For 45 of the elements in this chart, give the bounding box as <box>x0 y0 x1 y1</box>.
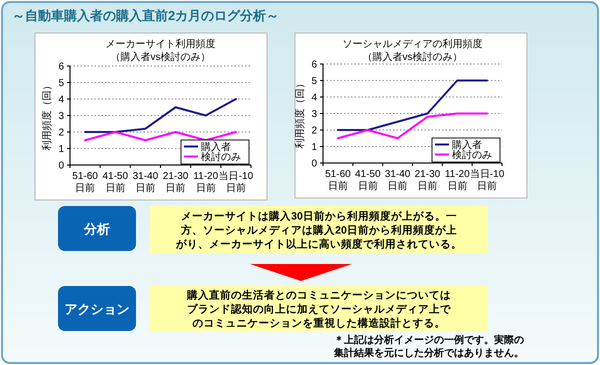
y-tick-label: 1 <box>58 144 64 155</box>
x-tick-label: 31-40 日前 <box>132 171 159 194</box>
y-tick-label: 5 <box>311 76 318 87</box>
text: メーカーサイトは購入30日前から利用頻度が上がる。一方、ソーシャルメディアは購入20日前から利用頻度が上がり、メーカーサイト以上に高い頻度で利用されている。 <box>175 210 462 250</box>
legend-label: 購入者 <box>201 141 231 153</box>
y-axis-title: 利用頻度（回） <box>41 80 53 150</box>
x-tick-label: 51-60 日前 <box>72 171 98 194</box>
y-tick-label: 2 <box>311 126 318 136</box>
y-tick-label: 4 <box>58 94 64 106</box>
chart-subtitle: （購入者vs検討のみ） <box>362 51 462 63</box>
legend-label: 検討のみ <box>452 149 492 161</box>
x-tick-label: 当日-10 日前 <box>218 170 254 194</box>
x-tick-label: 当日-10 日前 <box>470 168 505 192</box>
text: ＊上記は分析イメージの一例です。実際の集計結果を元にした分析ではありません。 <box>333 334 524 359</box>
y-tick-label: 2 <box>58 128 64 138</box>
legend-label: 検討のみ <box>201 151 241 163</box>
x-tick-label: 31-40 日前 <box>384 169 411 192</box>
text: アクション <box>64 302 130 316</box>
line-series <box>84 98 237 133</box>
y-tick-label: 1 <box>311 142 318 153</box>
line-series <box>336 80 488 131</box>
text: 購入直前の生活者とのコミュニケーションについてはブランド認知の向上に加えてソーシャルメディア上でのコミュニケーションを重視した構造設計とする。 <box>186 288 452 330</box>
x-tick-label: 11-20 日前 <box>193 171 219 194</box>
y-tick-label: 6 <box>311 60 318 70</box>
text: 分析 <box>83 222 110 236</box>
y-tick-label: 6 <box>58 62 64 72</box>
chart-title: ソーシャルメディアの利用頻度 <box>342 38 482 50</box>
legend-label: 購入者 <box>452 139 482 151</box>
y-tick-label: 0 <box>58 160 64 172</box>
line-series <box>336 112 488 140</box>
y-tick-label: 4 <box>311 92 318 104</box>
x-tick-label: 21-30 日前 <box>414 169 441 192</box>
x-tick-label: 41-50 日前 <box>102 171 128 194</box>
text: ～自動車購入者の購入直前2カ月のログ分析～ <box>12 8 280 23</box>
x-tick-label: 51-60 日前 <box>325 169 352 192</box>
y-tick-label: 3 <box>58 111 64 122</box>
y-tick-label: 3 <box>311 109 318 120</box>
y-tick-label: 0 <box>311 158 318 170</box>
chart-subtitle: （購入者vs検討のみ） <box>110 51 210 63</box>
x-tick-label: 11-20 日前 <box>444 169 470 192</box>
chart-title: メーカーサイト利用頻度 <box>106 38 216 50</box>
y-axis-title: 利用頻度（回） <box>294 78 306 148</box>
y-tick-label: 5 <box>58 78 64 89</box>
x-tick-label: 41-50 日前 <box>354 169 381 192</box>
x-tick-label: 21-30 日前 <box>162 171 189 194</box>
